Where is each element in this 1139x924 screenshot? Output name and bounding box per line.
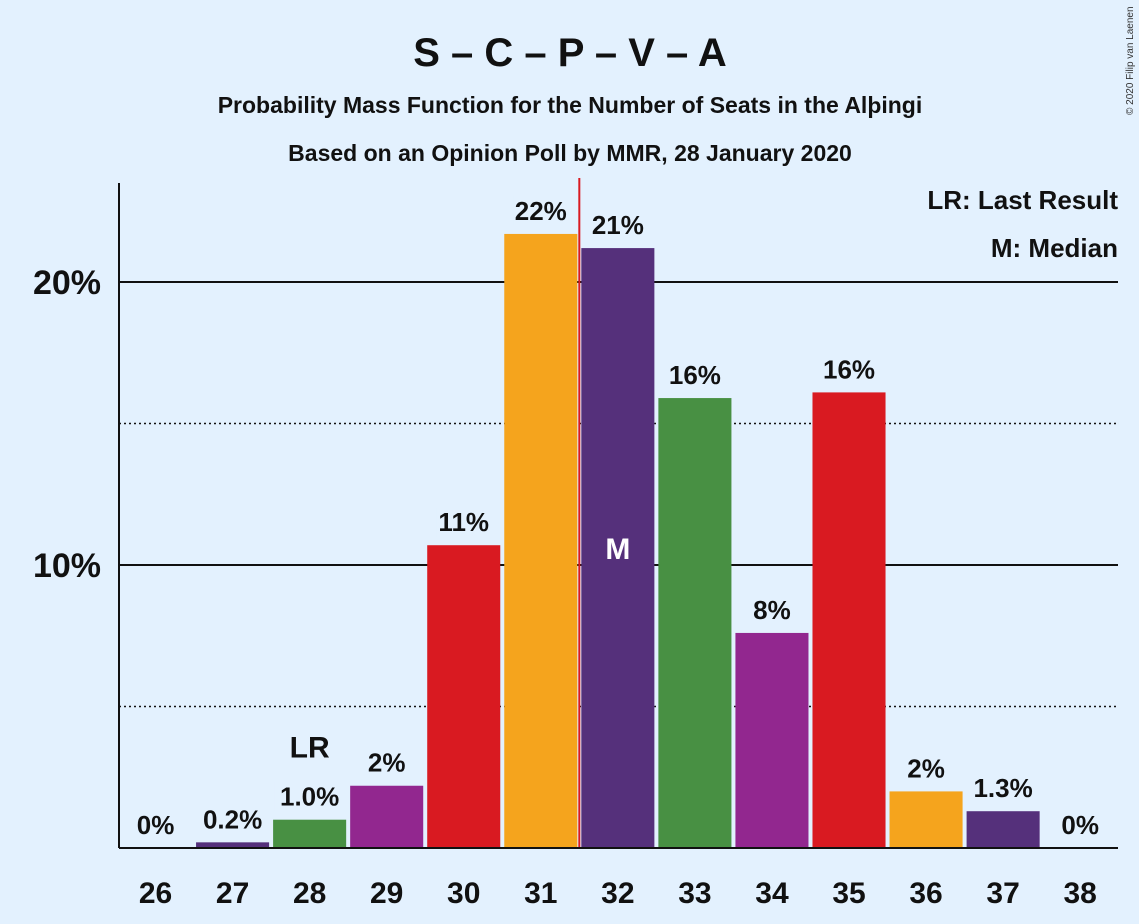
chart-title: S – C – P – V – A bbox=[413, 31, 727, 75]
data-label-27: 0.2% bbox=[203, 804, 262, 834]
x-tick-label-31: 31 bbox=[524, 877, 557, 910]
data-label-bg bbox=[513, 195, 569, 226]
bar-37 bbox=[966, 811, 1040, 848]
legend-median: M: Median bbox=[991, 233, 1118, 263]
last-result-marker: LR bbox=[290, 732, 330, 765]
data-label-bg bbox=[667, 360, 723, 391]
data-label-bg bbox=[1060, 810, 1101, 840]
data-label-bg bbox=[135, 810, 176, 840]
x-tick-label-33: 33 bbox=[678, 877, 711, 910]
bar-35 bbox=[812, 392, 886, 848]
y-tick-label-0: 10% bbox=[33, 547, 101, 585]
bar-29 bbox=[350, 785, 424, 848]
data-label-bg bbox=[751, 594, 792, 625]
median-marker: M bbox=[605, 533, 630, 566]
data-label-bg bbox=[366, 747, 407, 778]
data-label-bg bbox=[906, 753, 947, 784]
data-label-37: 1.3% bbox=[973, 773, 1032, 803]
chart-subtitle-poll: Based on an Opinion Poll by MMR, 28 Janu… bbox=[288, 140, 852, 166]
data-label-bg bbox=[274, 781, 345, 812]
x-tick-label-29: 29 bbox=[370, 877, 403, 910]
data-label-38: 0% bbox=[1061, 810, 1099, 840]
x-tick-label-37: 37 bbox=[986, 877, 1019, 910]
y-tick-label-1: 20% bbox=[33, 264, 101, 302]
bar-27 bbox=[196, 842, 270, 848]
x-tick-label-38: 38 bbox=[1063, 877, 1096, 910]
x-tick-label-28: 28 bbox=[293, 877, 326, 910]
bar-28 bbox=[273, 819, 347, 848]
data-label-28: 1.0% bbox=[280, 782, 339, 812]
data-label-33: 16% bbox=[669, 360, 721, 390]
data-label-32: 21% bbox=[592, 210, 644, 240]
data-label-26: 0% bbox=[137, 810, 175, 840]
data-label-bg bbox=[590, 210, 646, 241]
x-tick-label-34: 34 bbox=[755, 877, 789, 910]
data-label-bg bbox=[821, 354, 877, 385]
data-label-bg bbox=[436, 507, 492, 538]
bar-30 bbox=[427, 545, 501, 848]
data-label-29: 2% bbox=[368, 748, 406, 778]
bar-33 bbox=[658, 398, 732, 848]
data-label-35: 16% bbox=[823, 354, 875, 384]
legend-last-result: LR: Last Result bbox=[927, 185, 1118, 215]
data-label-bg bbox=[968, 773, 1039, 804]
data-label-36: 2% bbox=[907, 753, 945, 783]
data-label-30: 11% bbox=[438, 507, 489, 537]
data-label-bg bbox=[197, 804, 268, 835]
chart-subtitle: Probability Mass Function for the Number… bbox=[218, 92, 923, 118]
data-label-31: 22% bbox=[515, 196, 567, 226]
x-tick-label-30: 30 bbox=[447, 877, 480, 910]
x-tick-label-27: 27 bbox=[216, 877, 249, 910]
bar-36 bbox=[889, 791, 963, 848]
axes-group: 10% 20% 26 27 28 29 30 31 32 33 34 35 36 37 38 bbox=[33, 183, 1118, 910]
bar-34 bbox=[735, 632, 809, 848]
bar-31 bbox=[504, 233, 578, 849]
copyright-note: © 2020 Filip van Laenen bbox=[1125, 6, 1136, 115]
x-tick-label-36: 36 bbox=[909, 877, 942, 910]
x-tick-label-35: 35 bbox=[832, 877, 865, 910]
x-tick-label-26: 26 bbox=[139, 877, 172, 910]
bars-group bbox=[196, 178, 1040, 849]
data-label-34: 8% bbox=[753, 595, 791, 625]
x-tick-label-32: 32 bbox=[601, 877, 634, 910]
data-labels-group: 0% 0.2% 1.0% 2% 11% 22% 21% 16% 8% 16% 2% 1.3% 0% LR M bbox=[135, 195, 1101, 840]
bar-32 bbox=[581, 248, 655, 849]
